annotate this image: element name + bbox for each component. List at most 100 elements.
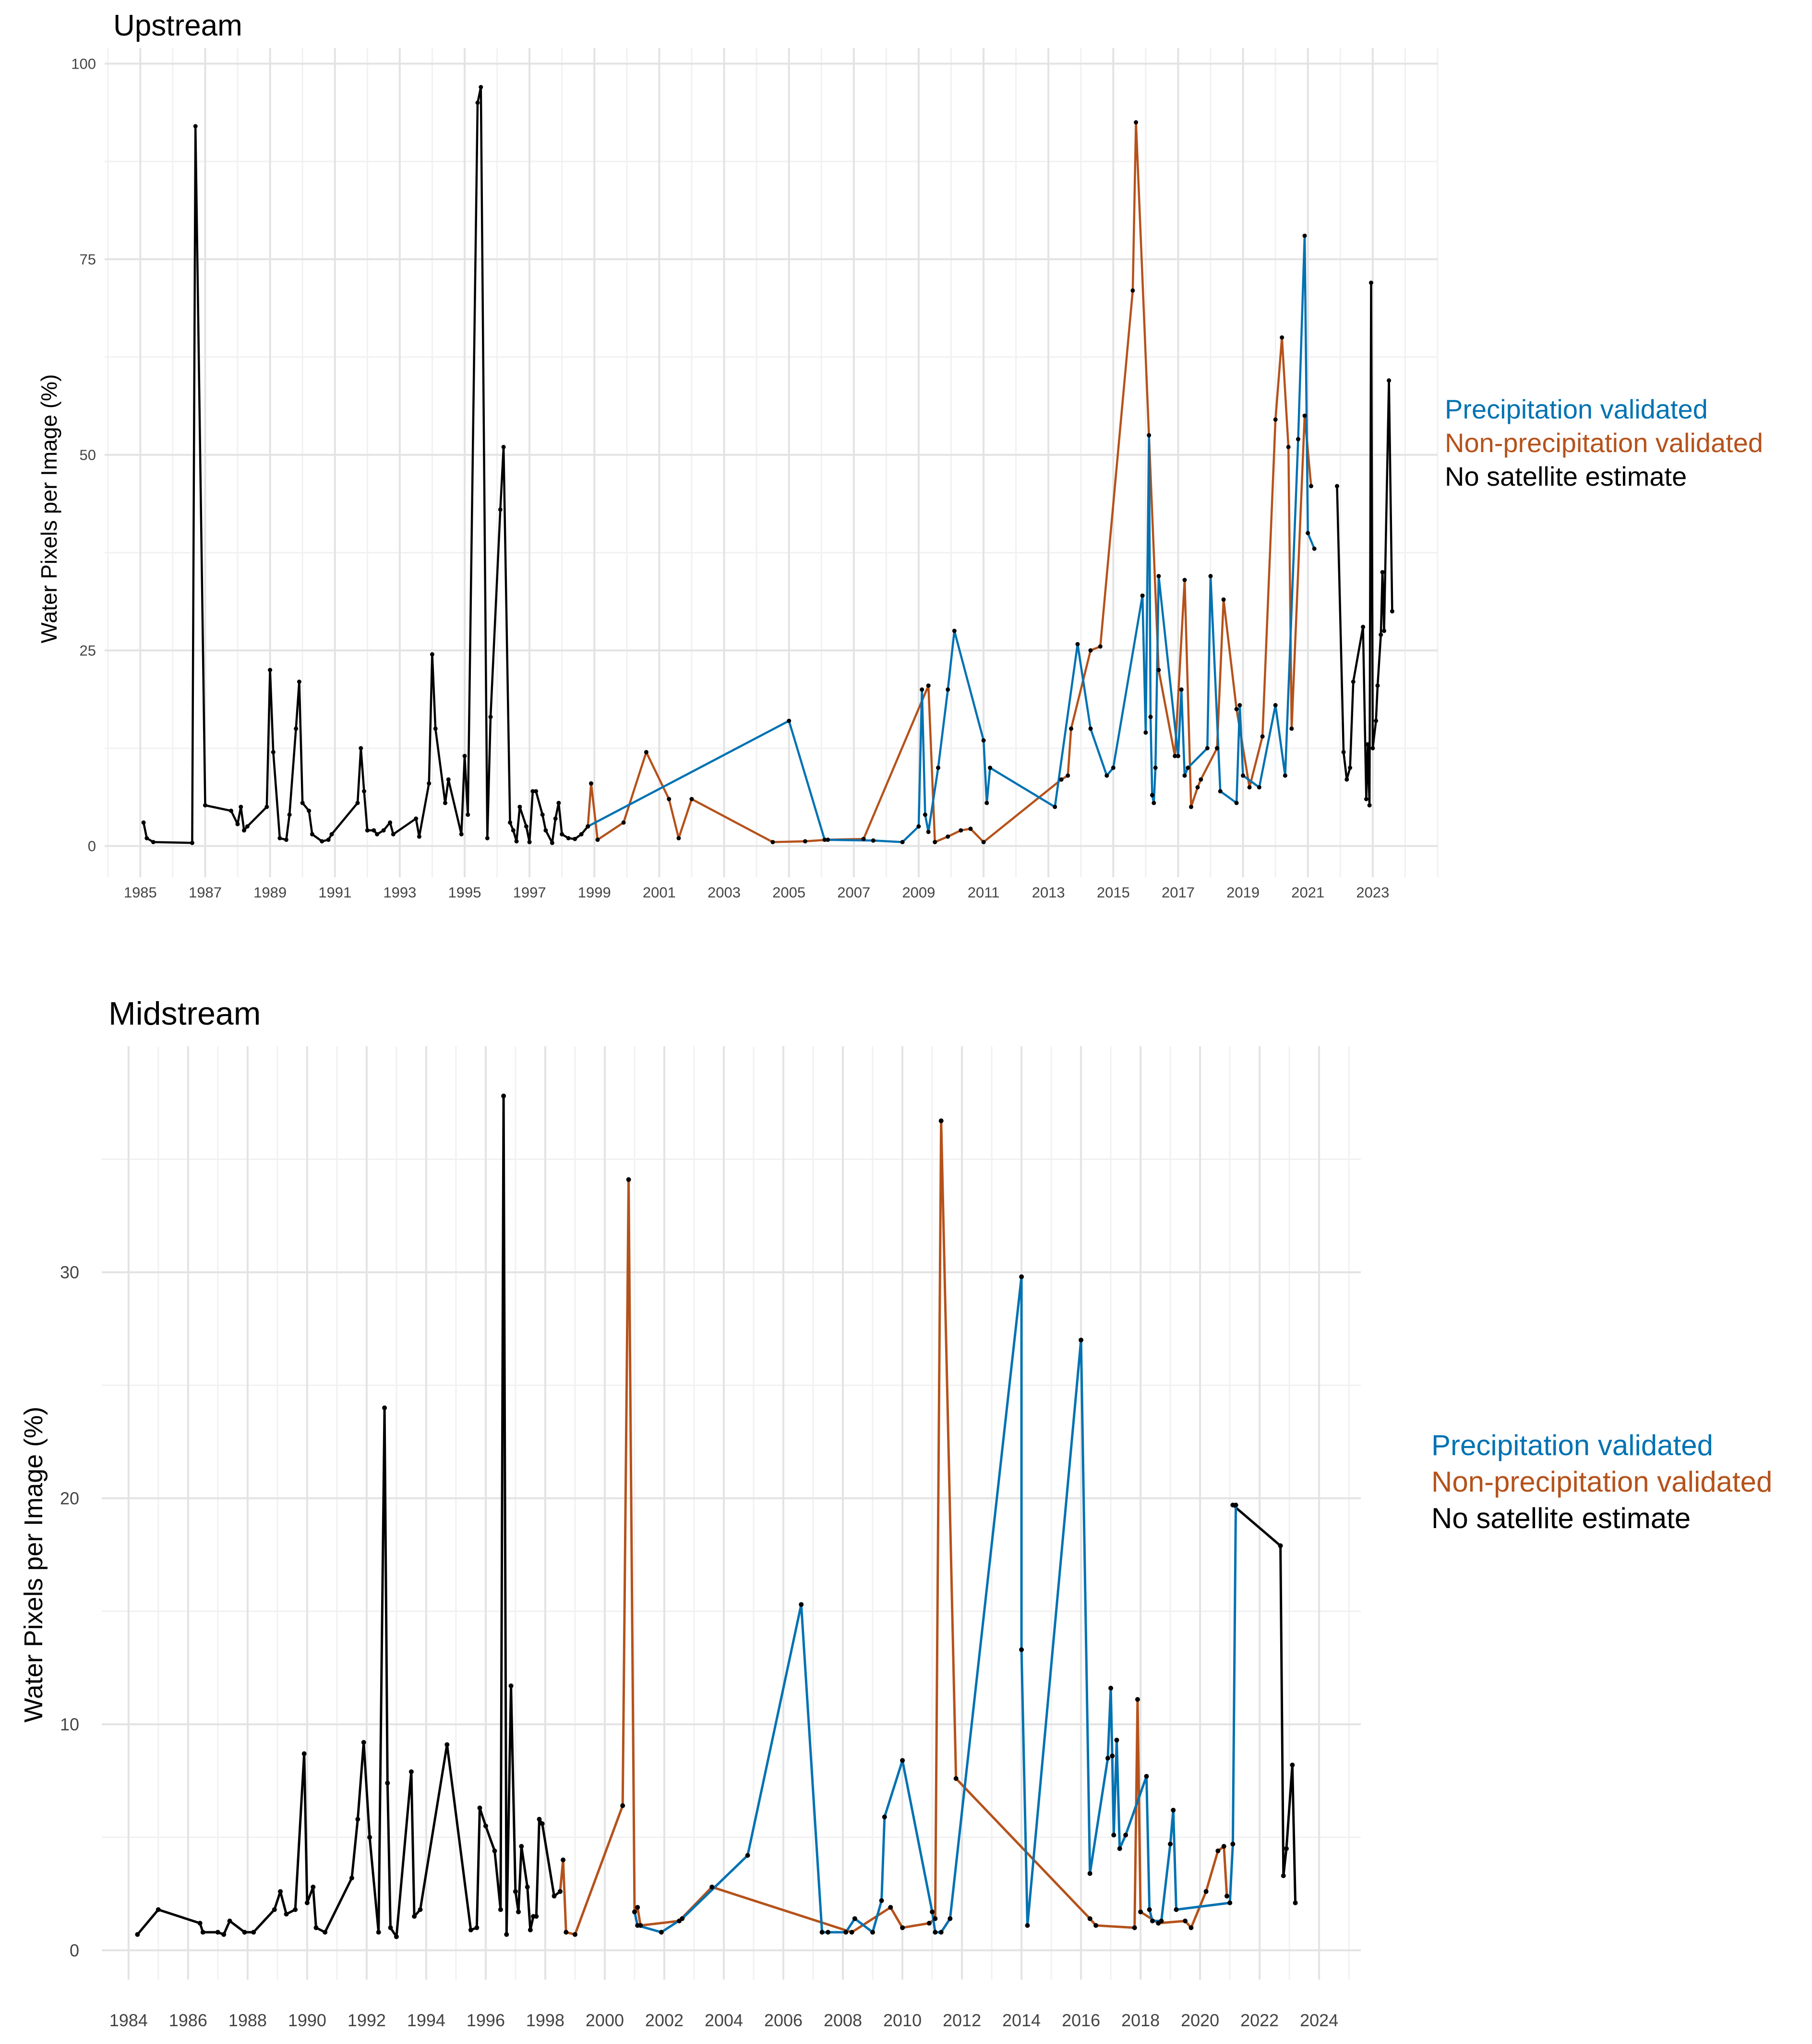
data-point — [277, 836, 282, 840]
data-point — [242, 1930, 247, 1935]
x-tick-label: 1996 — [467, 2010, 505, 2030]
data-point — [1284, 1846, 1289, 1851]
x-tick-labels: 1984 1986 1988 1990 1992 1994 1996 1998 2000 2002… — [109, 2010, 1338, 2030]
data-point — [193, 124, 198, 129]
data-point — [229, 808, 233, 813]
data-point — [988, 765, 993, 770]
data-point — [644, 750, 648, 754]
data-point — [981, 840, 986, 845]
data-point — [1144, 1774, 1149, 1779]
data-point — [1241, 773, 1246, 778]
data-point — [320, 839, 324, 844]
x-tick-label: 2011 — [968, 884, 1000, 901]
data-point — [1075, 642, 1080, 646]
data-point — [1147, 433, 1152, 438]
data-point — [626, 1177, 631, 1182]
data-point — [550, 840, 554, 845]
data-point — [852, 1916, 857, 1921]
data-point — [1351, 680, 1356, 684]
data-point — [304, 1900, 310, 1905]
data-point — [284, 1912, 289, 1917]
x-tick-label: 1997 — [513, 884, 546, 901]
data-point — [271, 750, 276, 754]
data-point — [938, 1118, 944, 1124]
x-tick-label: 1985 — [124, 884, 157, 901]
data-point — [1344, 777, 1349, 782]
x-tick-label: 1988 — [228, 2010, 267, 2030]
data-point — [245, 824, 250, 829]
data-point — [659, 1930, 664, 1935]
data-point — [1188, 1925, 1194, 1930]
data-point — [1088, 726, 1093, 731]
legend-no-satellite-estimate: No satellite estimate — [1431, 1502, 1691, 1534]
data-point — [1205, 746, 1210, 751]
data-point — [1098, 644, 1103, 649]
data-point — [468, 1927, 473, 1933]
data-point — [632, 1909, 637, 1914]
data-point — [579, 832, 584, 837]
data-point — [391, 832, 396, 837]
data-point — [1189, 804, 1193, 809]
data-point — [900, 1758, 905, 1763]
data-point — [504, 1932, 509, 1937]
data-point — [268, 668, 273, 672]
y-tick-labels: 0 25 50 75 100 — [71, 55, 96, 854]
data-point — [1130, 288, 1135, 293]
x-tick-label: 1995 — [448, 884, 481, 901]
y-tick-label: 20 — [60, 1488, 79, 1508]
data-point — [1302, 413, 1307, 418]
data-point — [933, 1916, 938, 1921]
gridlines — [102, 1046, 1361, 1980]
y-axis-title: Water Pixels per Image (%) — [36, 374, 61, 644]
legend-precipitation-validated: Precipitation validated — [1431, 1429, 1713, 1461]
data-point — [573, 1932, 577, 1937]
data-point — [1224, 1893, 1229, 1899]
data-point — [1105, 1756, 1110, 1761]
x-tick-label: 2007 — [837, 884, 870, 901]
data-point — [861, 837, 866, 841]
data-point — [221, 1932, 227, 1937]
x-tick-label: 2021 — [1291, 884, 1324, 901]
data-point — [620, 1803, 625, 1808]
data-point — [287, 813, 292, 817]
data-point — [1114, 1737, 1119, 1743]
data-point — [427, 781, 432, 786]
x-tick-label: 2002 — [645, 2010, 684, 2030]
data-point — [430, 652, 434, 657]
data-point — [1111, 1832, 1116, 1838]
x-tick-label: 1986 — [169, 2010, 207, 2030]
data-point — [1369, 280, 1373, 285]
data-point — [843, 1930, 849, 1935]
x-tick-label: 2017 — [1162, 884, 1195, 901]
data-point — [498, 507, 503, 512]
data-point — [1053, 804, 1057, 809]
data-point — [540, 1821, 545, 1826]
data-point — [1281, 1873, 1286, 1878]
data-point — [1159, 1918, 1164, 1924]
data-point — [676, 836, 681, 840]
series-line-none — [142, 86, 589, 844]
legend: Precipitation validated Non-precipitatio… — [1445, 394, 1763, 491]
data-point — [313, 1925, 319, 1930]
x-tick-label: 2004 — [705, 2010, 743, 2030]
x-tick-label: 2020 — [1181, 2010, 1219, 2030]
data-point — [1296, 437, 1300, 442]
data-point — [1173, 753, 1177, 758]
data-point — [307, 808, 312, 813]
y-tick-label: 30 — [60, 1263, 79, 1282]
data-point — [557, 1889, 563, 1894]
data-point — [1247, 785, 1252, 789]
data-point — [385, 1781, 390, 1786]
data-point — [144, 836, 149, 840]
data-point — [1382, 629, 1386, 633]
data-point — [930, 1909, 935, 1914]
data-point — [1375, 683, 1380, 688]
data-point — [595, 837, 600, 842]
x-tick-label: 2023 — [1356, 884, 1389, 901]
y-tick-label: 75 — [80, 251, 96, 268]
x-tick-label: 2000 — [586, 2010, 624, 2030]
data-point — [361, 1740, 366, 1745]
data-point — [1302, 233, 1307, 238]
data-point — [1066, 773, 1070, 778]
y-tick-label: 10 — [60, 1714, 79, 1734]
